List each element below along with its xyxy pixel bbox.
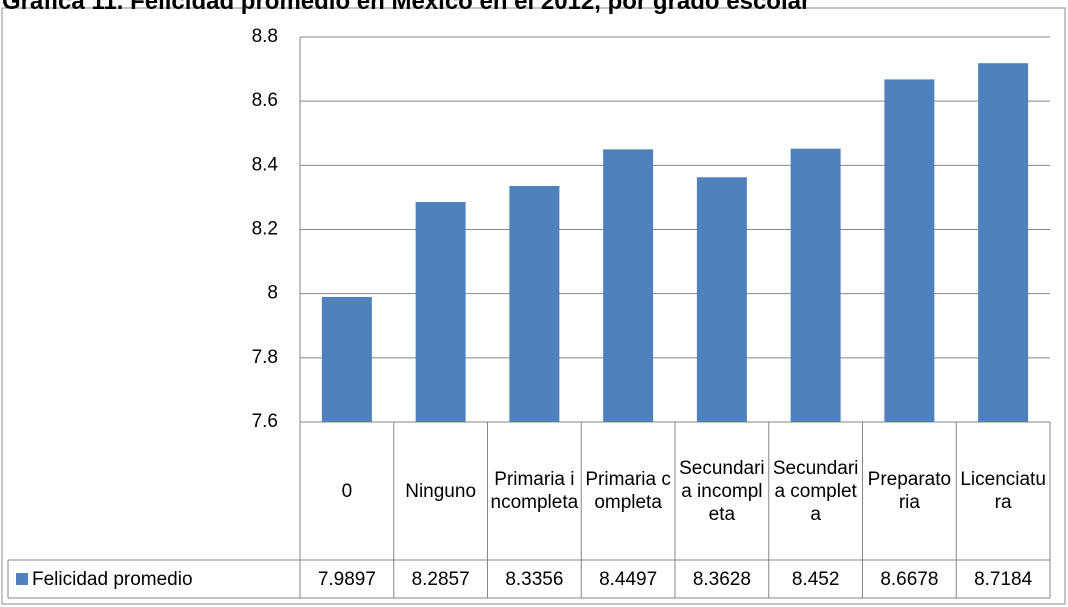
- y-tick-label: 8.6: [252, 90, 278, 111]
- x-tick-label: Secundaria incompleta: [679, 457, 765, 525]
- bar: [790, 148, 841, 422]
- table-value: 8.3356: [505, 569, 563, 590]
- bar: [978, 63, 1029, 423]
- chart-title: Gráfica 11. Felicidad promedio en México…: [2, 0, 811, 15]
- bar: [696, 177, 747, 422]
- table-value: 8.452: [792, 569, 840, 590]
- table-value: 8.3628: [693, 569, 751, 590]
- y-tick-label: 8.4: [252, 154, 279, 175]
- legend-marker: [16, 573, 28, 585]
- table-value: 8.7184: [974, 569, 1033, 590]
- x-tick-label: Secundaria completa: [772, 457, 859, 525]
- y-tick-label: 7.6: [252, 411, 278, 432]
- table-value: 8.6678: [880, 569, 938, 590]
- bar: [603, 149, 654, 422]
- table-value: 8.2857: [412, 569, 470, 590]
- legend-label: Felicidad promedio: [32, 569, 193, 590]
- y-tick-label: 8: [267, 283, 278, 304]
- x-tick-label: Primaria incompleta: [490, 469, 579, 513]
- table-value: 7.9897: [318, 569, 376, 590]
- x-tick-label: Ninguno: [405, 480, 477, 502]
- y-tick-label: 7.8: [252, 347, 278, 368]
- y-tick-label: 8.8: [252, 26, 278, 47]
- y-tick-label: 8.2: [252, 219, 278, 240]
- bar: [415, 202, 466, 422]
- x-tick-label: Licenciatura: [960, 469, 1046, 513]
- x-tick-label: Preparatoria: [867, 469, 952, 513]
- chart-border: [1, 7, 1066, 605]
- table-value: 8.4497: [599, 569, 657, 590]
- bar: [509, 185, 560, 422]
- bar: [321, 296, 372, 422]
- x-tick-label: Primaria completa: [585, 469, 671, 513]
- bar: [884, 79, 935, 422]
- x-tick-label: 0: [341, 480, 353, 502]
